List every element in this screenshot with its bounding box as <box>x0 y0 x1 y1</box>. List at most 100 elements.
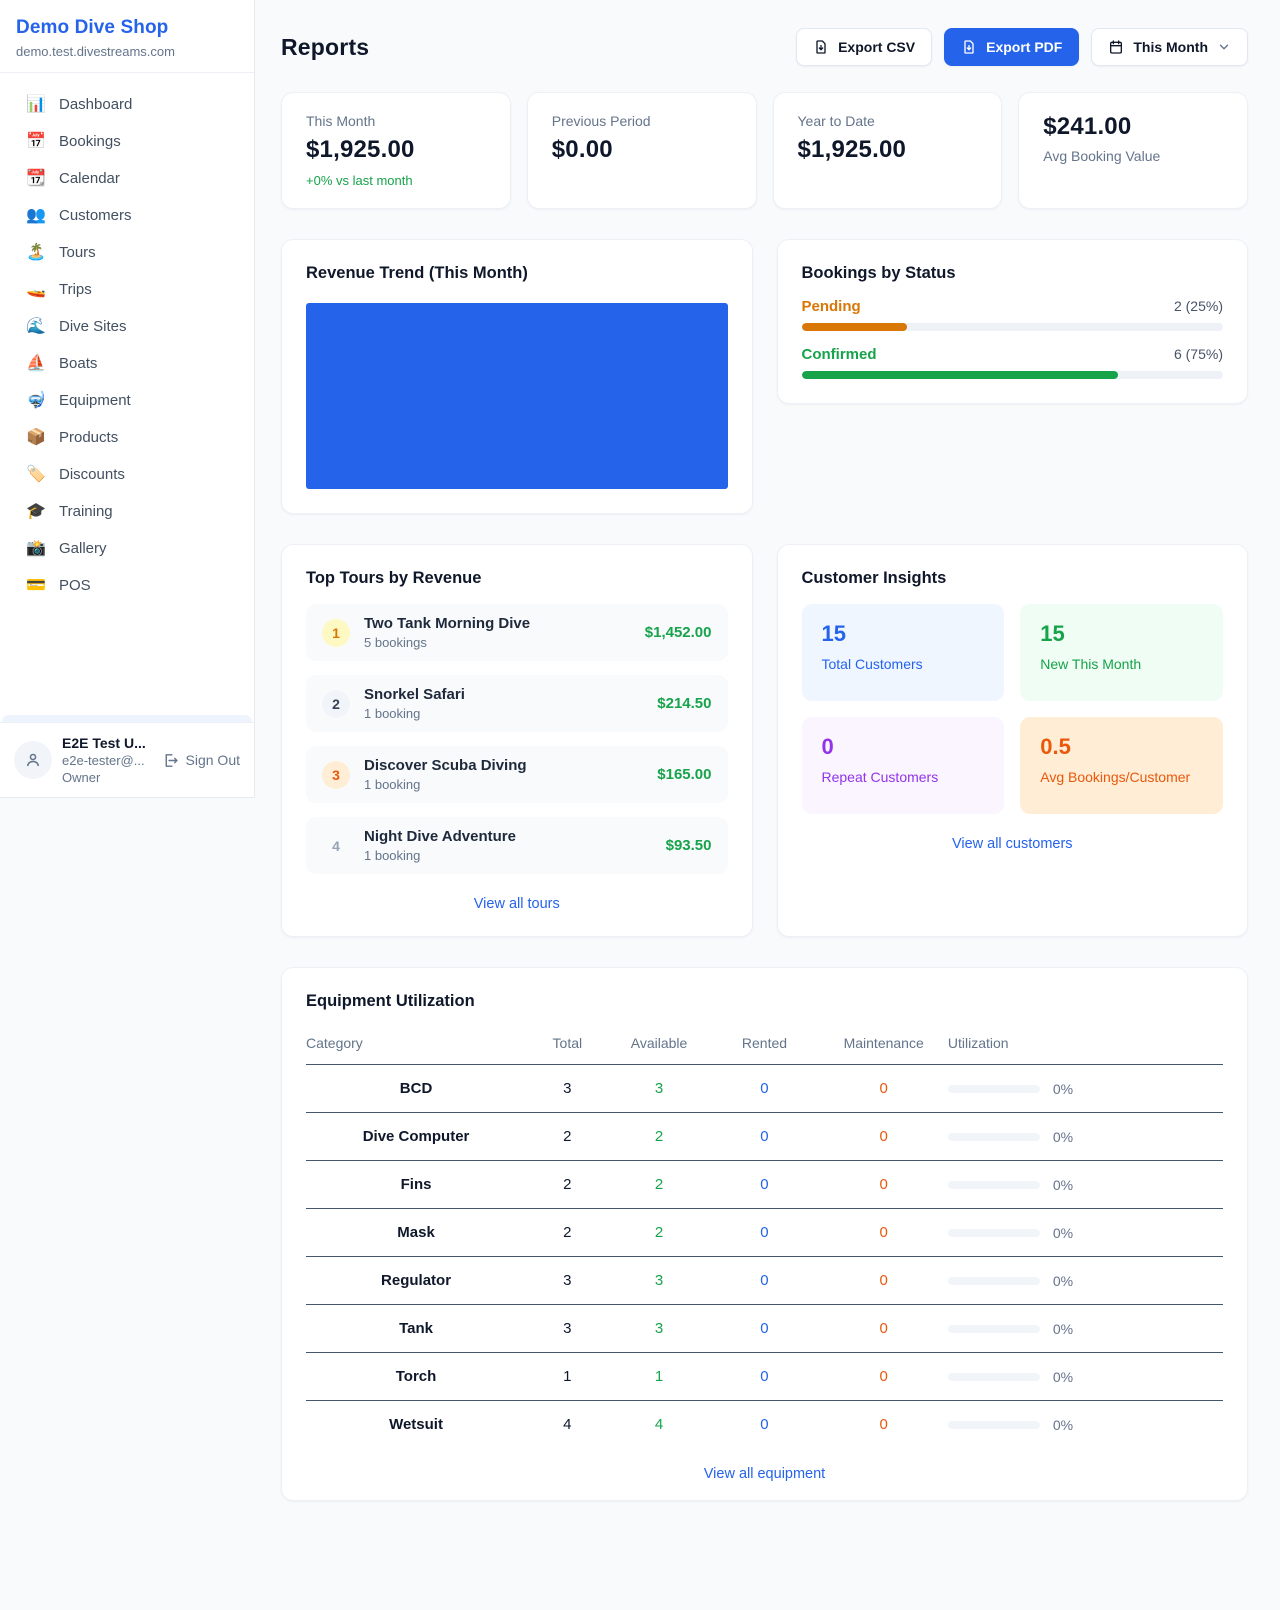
equipment-rented: 0 <box>709 1208 820 1257</box>
equipment-total: 3 <box>526 1304 609 1353</box>
nav-label: Bookings <box>59 133 121 150</box>
sidebar-item-dive-sites[interactable]: 🌊 Dive Sites <box>12 308 242 345</box>
nav-label: Customers <box>59 207 132 224</box>
nav-label: Tours <box>59 244 96 261</box>
utilization-wrap: 0% <box>947 1224 1223 1241</box>
period-dropdown[interactable]: This Month <box>1091 28 1248 66</box>
sidebar-item-pos[interactable]: 💳 POS <box>12 567 242 604</box>
export-csv-label: Export CSV <box>838 39 916 55</box>
equipment-rented: 0 <box>709 1352 820 1401</box>
bar-chart-icon: 📊 <box>26 95 46 113</box>
user-email: e2e-tester@... <box>62 753 145 768</box>
tour-list: 1 Two Tank Morning Dive 5 bookings $1,452.0… <box>306 604 728 874</box>
sidebar-item-equipment[interactable]: 🤿 Equipment <box>12 382 242 419</box>
nav-label: Training <box>59 503 113 520</box>
status-label: Pending <box>801 298 861 315</box>
equipment-row-mask: Mask 2 2 0 0 0% <box>306 1208 1223 1257</box>
stat-value: $0.00 <box>551 136 613 163</box>
sidebar-item-products[interactable]: 📦 Products <box>12 419 242 456</box>
period-label: This Month <box>1133 39 1208 55</box>
customer-insights-card: Customer Insights 15 Total Customers 15 New… <box>776 544 1248 937</box>
sidebar-item-trips[interactable]: 🚤 Trips <box>12 271 242 308</box>
insight-value: 0.5 <box>1040 734 1071 759</box>
customer-insights-title: Customer Insights <box>801 569 947 587</box>
brand-block: Demo Dive Shop demo.test.divestreams.com <box>0 0 254 73</box>
column-header-utilization: Utilization <box>947 1025 1223 1065</box>
tour-bookings: 5 bookings <box>364 635 427 650</box>
equipment-total: 2 <box>526 1112 609 1161</box>
sign-out-button[interactable]: Sign Out <box>162 752 240 769</box>
utilization-percent: 0% <box>1052 1128 1074 1145</box>
insight-label: New This Month <box>1040 656 1142 672</box>
stat-delta: +0% vs last month <box>306 173 413 188</box>
sidebar-item-calendar[interactable]: 📆 Calendar <box>12 160 242 197</box>
utilization-percent: 0% <box>1052 1272 1074 1289</box>
utilization-wrap: 0% <box>947 1417 1223 1433</box>
sidebar-item-gallery[interactable]: 📸 Gallery <box>12 530 242 567</box>
export-pdf-label: Export PDF <box>986 39 1063 55</box>
equipment-maintenance: 0 <box>819 1112 948 1161</box>
view-all-customers-link[interactable]: View all customers <box>951 836 1073 852</box>
header-actions: Export CSV Export PDF This Month <box>796 28 1248 66</box>
equipment-available: 2 <box>608 1160 710 1209</box>
stat-card-avg-booking-value: $241.00 Avg Booking Value <box>1018 92 1248 209</box>
export-pdf-button[interactable]: Export PDF <box>944 28 1080 66</box>
diving-mask-icon: 🤿 <box>26 391 46 409</box>
equipment-available: 4 <box>654 1416 664 1433</box>
status-fill <box>801 371 1118 379</box>
equipment-rented: 0 <box>709 1160 820 1209</box>
equipment-total: 3 <box>526 1256 609 1305</box>
tour-info: Discover Scuba Diving 1 booking <box>364 757 643 792</box>
stat-label: Avg Booking Value <box>1043 148 1161 164</box>
sidebar-item-bookings[interactable]: 📅 Bookings <box>12 123 242 160</box>
status-count: 6 (75%) <box>1173 346 1223 362</box>
equipment-total: 1 <box>526 1352 609 1401</box>
avatar <box>14 741 52 779</box>
equipment-available: 3 <box>608 1064 710 1113</box>
stat-label: Previous Period <box>551 113 651 129</box>
tour-name: Discover Scuba Diving <box>364 757 527 774</box>
utilization-wrap: 0% <box>947 1272 1223 1289</box>
sidebar-item-reports-active-partial[interactable] <box>2 715 252 722</box>
sidebar-item-tours[interactable]: 🏝️ Tours <box>12 234 242 271</box>
view-all-tours-link[interactable]: View all tours <box>473 896 560 912</box>
equipment-utilization: 0% <box>947 1208 1223 1257</box>
sidebar-item-training[interactable]: 🎓 Training <box>12 493 242 530</box>
island-icon: 🏝️ <box>26 243 46 261</box>
equipment-utilization: 0% <box>947 1304 1223 1353</box>
sidebar-item-customers[interactable]: 👥 Customers <box>12 197 242 234</box>
user-footer: E2E Test U... e2e-tester@... Owner Sign … <box>0 722 254 797</box>
tear-off-calendar-icon: 📆 <box>26 169 46 187</box>
equipment-category: Tank <box>306 1304 527 1353</box>
status-fill <box>801 323 907 331</box>
stat-value: $241.00 <box>1043 113 1132 140</box>
sidebar-item-boats[interactable]: ⛵ Boats <box>12 345 242 382</box>
bookings-by-status-card: Bookings by Status Pending 2 (25%) Confirm… <box>776 239 1248 404</box>
stat-card-this-month: This Month $1,925.00 +0% vs last month <box>281 92 511 209</box>
utilization-track <box>947 1276 1040 1285</box>
stat-value: $1,925.00 <box>797 136 907 163</box>
utilization-track <box>947 1420 1040 1429</box>
view-all-equipment-link[interactable]: View all equipment <box>703 1466 826 1482</box>
stat-value: $1,925.00 <box>306 136 415 163</box>
equipment-category: Regulator <box>306 1256 527 1305</box>
sidebar-item-dashboard[interactable]: 📊 Dashboard <box>12 86 242 123</box>
revenue-trend-title: Revenue Trend (This Month) <box>306 264 528 282</box>
equipment-utilization: 0% <box>947 1401 1223 1449</box>
equipment-maintenance: 0 <box>819 1208 948 1257</box>
sidebar-item-discounts[interactable]: 🏷️ Discounts <box>12 456 242 493</box>
utilization-percent: 0% <box>1052 1224 1074 1241</box>
status-track <box>801 371 1223 379</box>
tour-row-1: 1 Two Tank Morning Dive 5 bookings $1,452.0… <box>306 604 728 661</box>
equipment-row-regulator: Regulator 3 3 0 0 0% <box>306 1256 1223 1305</box>
export-csv-button[interactable]: Export CSV <box>796 28 933 66</box>
logout-icon <box>165 753 178 767</box>
equipment-rented: 0 <box>760 1416 769 1433</box>
equipment-row-bcd: BCD 3 3 0 0 0% <box>306 1064 1223 1113</box>
top-tours-card: Top Tours by Revenue 1 Two Tank Morning D… <box>281 544 753 937</box>
equipment-available: 2 <box>608 1208 710 1257</box>
equipment-total: 2 <box>526 1208 609 1257</box>
utilization-percent: 0% <box>1052 1368 1074 1385</box>
equipment-row-torch: Torch 1 1 0 0 0% <box>306 1352 1223 1401</box>
utilization-wrap: 0% <box>947 1177 1223 1193</box>
